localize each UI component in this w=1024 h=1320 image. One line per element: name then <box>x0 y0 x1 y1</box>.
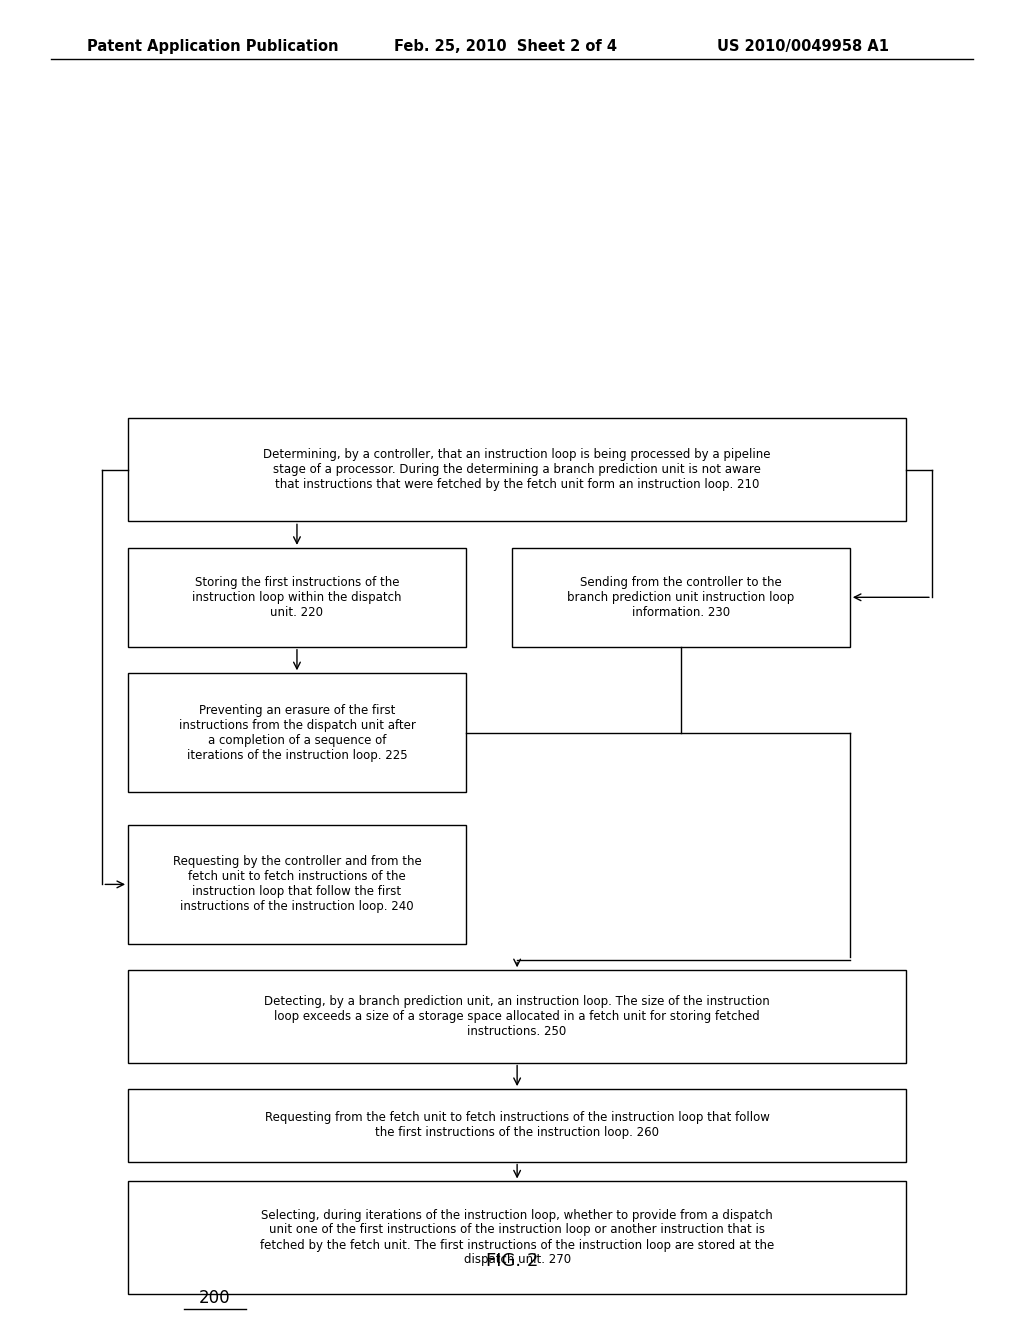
Text: Requesting from the fetch unit to fetch instructions of the instruction loop tha: Requesting from the fetch unit to fetch … <box>264 1111 770 1139</box>
Text: Preventing an erasure of the first
instructions from the dispatch unit after
a c: Preventing an erasure of the first instr… <box>178 704 416 762</box>
Text: Determining, by a controller, that an instruction loop is being processed by a p: Determining, by a controller, that an in… <box>263 449 771 491</box>
Text: 200: 200 <box>200 1288 230 1307</box>
FancyBboxPatch shape <box>128 825 466 944</box>
FancyBboxPatch shape <box>128 548 466 647</box>
FancyBboxPatch shape <box>512 548 850 647</box>
Text: Requesting by the controller and from the
fetch unit to fetch instructions of th: Requesting by the controller and from th… <box>173 855 421 913</box>
Text: US 2010/0049958 A1: US 2010/0049958 A1 <box>717 38 889 54</box>
Text: Detecting, by a branch prediction unit, an instruction loop. The size of the ins: Detecting, by a branch prediction unit, … <box>264 995 770 1038</box>
Text: FIG. 2: FIG. 2 <box>485 1251 539 1270</box>
FancyBboxPatch shape <box>128 673 466 792</box>
Text: Feb. 25, 2010  Sheet 2 of 4: Feb. 25, 2010 Sheet 2 of 4 <box>394 38 617 54</box>
Text: Sending from the controller to the
branch prediction unit instruction loop
infor: Sending from the controller to the branc… <box>567 576 795 619</box>
FancyBboxPatch shape <box>128 418 906 521</box>
FancyBboxPatch shape <box>128 1089 906 1162</box>
Text: Patent Application Publication: Patent Application Publication <box>87 38 339 54</box>
FancyBboxPatch shape <box>128 970 906 1063</box>
FancyBboxPatch shape <box>128 1181 906 1294</box>
Text: Storing the first instructions of the
instruction loop within the dispatch
unit.: Storing the first instructions of the in… <box>193 576 401 619</box>
Text: Selecting, during iterations of the instruction loop, whether to provide from a : Selecting, during iterations of the inst… <box>260 1209 774 1266</box>
